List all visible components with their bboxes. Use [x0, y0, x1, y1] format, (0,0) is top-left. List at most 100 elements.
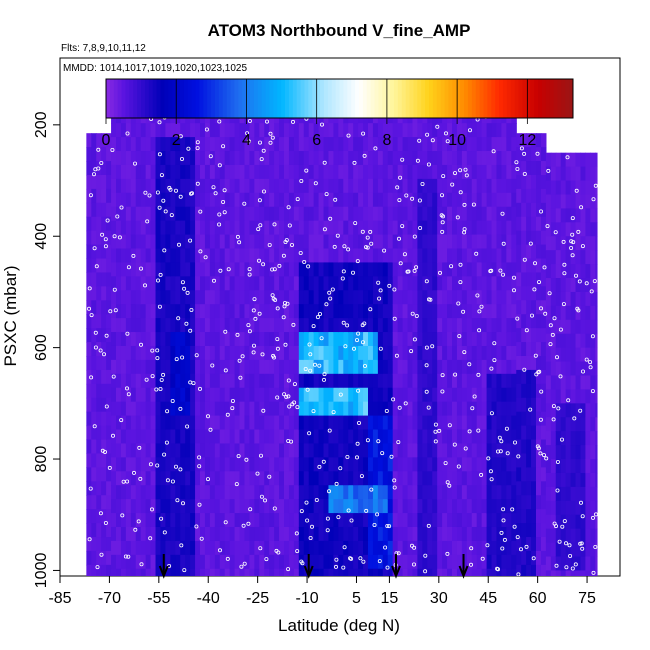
heatmap-cell: [407, 429, 414, 445]
heatmap-cell: [545, 528, 552, 544]
heatmap-cell: [382, 554, 389, 570]
heatmap-cell: [516, 467, 522, 482]
heatmap-cell: [550, 431, 557, 446]
heatmap-cell: [180, 164, 186, 180]
heatmap-cell: [432, 206, 438, 222]
heatmap-cell: [284, 192, 290, 208]
data-point-markers: [87, 109, 599, 576]
heatmap-cell: [259, 192, 265, 208]
data-point-marker: [378, 346, 383, 351]
heatmap-cell: [303, 485, 310, 500]
heatmap-cell: [328, 262, 335, 277]
heatmap-cell: [526, 286, 532, 301]
heatmap-cell: [338, 415, 344, 431]
heatmap-cell: [195, 429, 201, 445]
heatmap-cell: [407, 304, 414, 319]
data-point-marker: [369, 487, 374, 492]
heatmap-cell: [298, 178, 305, 194]
data-point-marker: [552, 521, 557, 526]
heatmap-cell: [575, 333, 582, 349]
heatmap-cell: [200, 262, 206, 277]
heatmap-cell: [288, 262, 295, 277]
heatmap-cell: [407, 276, 414, 291]
colorbar-segment: [456, 79, 461, 118]
heatmap-cell: [106, 411, 112, 427]
heatmap-cell: [491, 151, 498, 166]
heatmap-cell: [284, 499, 290, 514]
data-point-marker: [161, 198, 166, 203]
heatmap-cell: [363, 332, 369, 347]
heatmap-cell: [106, 216, 112, 232]
heatmap-cell: [580, 291, 587, 307]
heatmap-cell: [195, 262, 201, 277]
heatmap-cell: [239, 178, 246, 194]
data-point-marker: [543, 311, 548, 316]
data-point-marker: [350, 270, 355, 275]
heatmap-cell: [86, 411, 92, 427]
heatmap-cell: [353, 151, 359, 166]
colorbar-segment: [133, 79, 138, 118]
heatmap-cell: [545, 166, 552, 182]
data-point-marker: [290, 119, 295, 124]
colorbar-segment: [545, 79, 551, 118]
heatmap-cell: [432, 151, 438, 166]
heatmap-cell: [195, 220, 201, 236]
data-point-marker: [321, 459, 326, 464]
heatmap-cell: [447, 540, 453, 556]
heatmap-cell: [452, 276, 458, 291]
heatmap-cell: [382, 318, 389, 333]
data-point-marker: [198, 249, 203, 254]
heatmap-cell: [323, 554, 330, 570]
data-point-marker: [330, 287, 335, 292]
heatmap-cell: [432, 513, 438, 528]
heatmap-cell: [274, 513, 280, 528]
heatmap-cell: [333, 192, 339, 208]
heatmap-cell: [333, 373, 339, 389]
heatmap-cell: [333, 443, 339, 458]
heatmap-cell: [135, 262, 142, 277]
heatmap-cell: [254, 359, 260, 375]
data-point-marker: [497, 435, 502, 440]
heatmap-cell: [140, 137, 147, 152]
heatmap-cell: [249, 499, 255, 514]
heatmap-cell: [165, 415, 171, 431]
heatmap-cell: [259, 164, 265, 180]
data-point-marker: [467, 362, 472, 367]
heatmap-cell: [190, 206, 196, 222]
heatmap-cell: [298, 192, 305, 208]
heatmap-cell: [447, 220, 453, 236]
heatmap-cell: [219, 401, 226, 417]
heatmap-cell: [521, 272, 527, 287]
heatmap-cell: [140, 513, 147, 528]
heatmap-cell: [372, 540, 379, 556]
heatmap-cell: [363, 499, 369, 514]
data-point-marker: [593, 545, 598, 550]
heatmap-cell: [402, 540, 409, 556]
heatmap-cell: [417, 457, 423, 472]
heatmap-cell: [392, 151, 399, 166]
heatmap-cell: [476, 499, 483, 514]
data-point-marker: [515, 166, 520, 171]
data-point-marker: [221, 144, 226, 149]
heatmap-cell: [130, 137, 137, 152]
chart-title: ATOM3 Northbound V_fine_AMP: [208, 21, 471, 40]
heatmap-cell: [254, 192, 260, 208]
heatmap-cell: [555, 291, 562, 307]
heatmap-cell: [101, 328, 107, 343]
heatmap-cell: [269, 513, 275, 528]
heatmap-cell: [545, 445, 552, 460]
heatmap-cell: [496, 164, 503, 180]
heatmap-cell: [402, 345, 409, 361]
heatmap-cell: [185, 359, 191, 375]
heatmap-cell: [269, 318, 275, 333]
heatmap-cell: [585, 250, 591, 265]
heatmap-cell: [343, 304, 349, 319]
heatmap-cell: [185, 290, 191, 305]
data-point-marker: [426, 523, 431, 528]
heatmap-cell: [214, 262, 221, 277]
colorbar-segment: [510, 79, 516, 118]
data-point-marker: [251, 343, 256, 348]
heatmap-cell: [274, 443, 280, 458]
heatmap-cell: [407, 401, 414, 417]
